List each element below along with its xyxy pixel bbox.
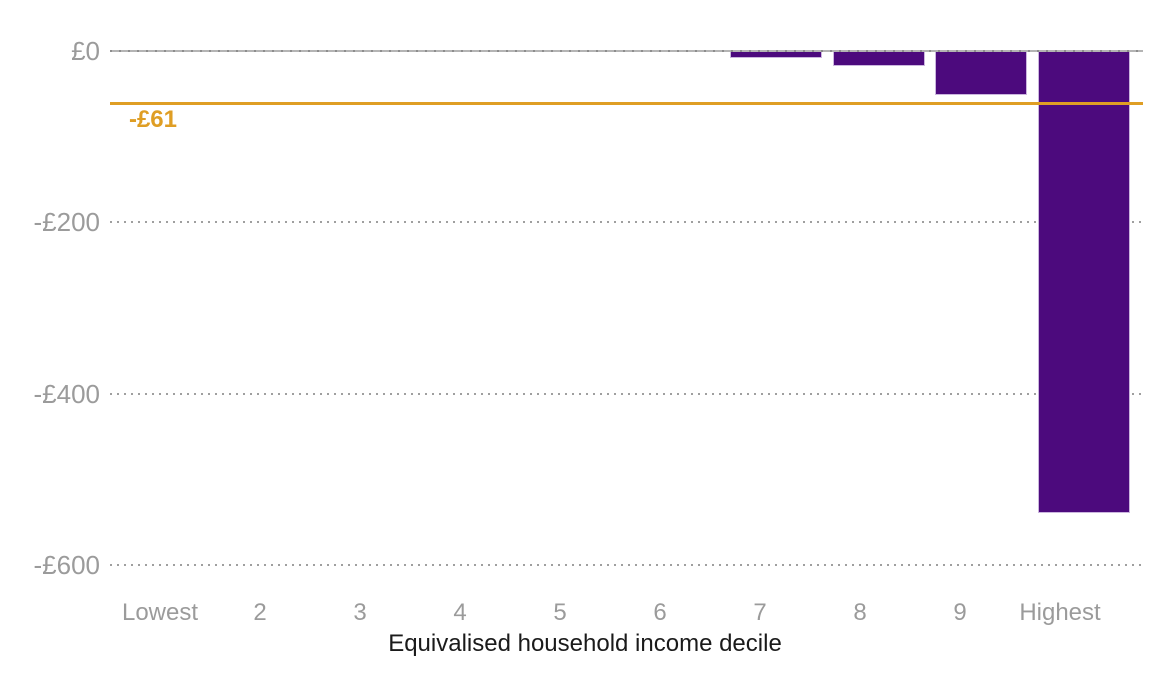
bar-decile-9 [935, 51, 1028, 95]
gridline [110, 221, 1143, 224]
x-tick-label-highest: Highest [1019, 599, 1101, 626]
x-tick-label-lowest: Lowest [121, 599, 199, 626]
gridline [110, 564, 1143, 566]
gridline [110, 392, 1143, 395]
x-tick-label-7: 7 [753, 599, 767, 626]
average-reference-line [110, 101, 1143, 105]
x-axis-title: Equivalised household income decile [388, 630, 782, 657]
x-tick-label-4: 4 [453, 599, 467, 626]
x-tick-label-6: 6 [653, 599, 667, 626]
y-tick-label: £0 [71, 36, 100, 66]
x-tick-label-2: 2 [253, 599, 267, 626]
bar-decile-highest [1037, 51, 1130, 513]
y-tick-label: -£200 [33, 207, 101, 238]
x-tick-label-5: 5 [553, 599, 567, 626]
bar-decile-8 [832, 51, 925, 67]
zero-baseline [110, 50, 1143, 52]
average-value-label: -£61 [128, 106, 178, 133]
y-tick-label: -£600 [33, 550, 101, 580]
x-tick-label-9: 9 [953, 599, 967, 626]
x-tick-label-8: 8 [853, 599, 867, 626]
bar-decile-7 [730, 51, 823, 58]
x-tick-label-3: 3 [353, 599, 367, 626]
y-tick-label: -£400 [33, 378, 101, 409]
